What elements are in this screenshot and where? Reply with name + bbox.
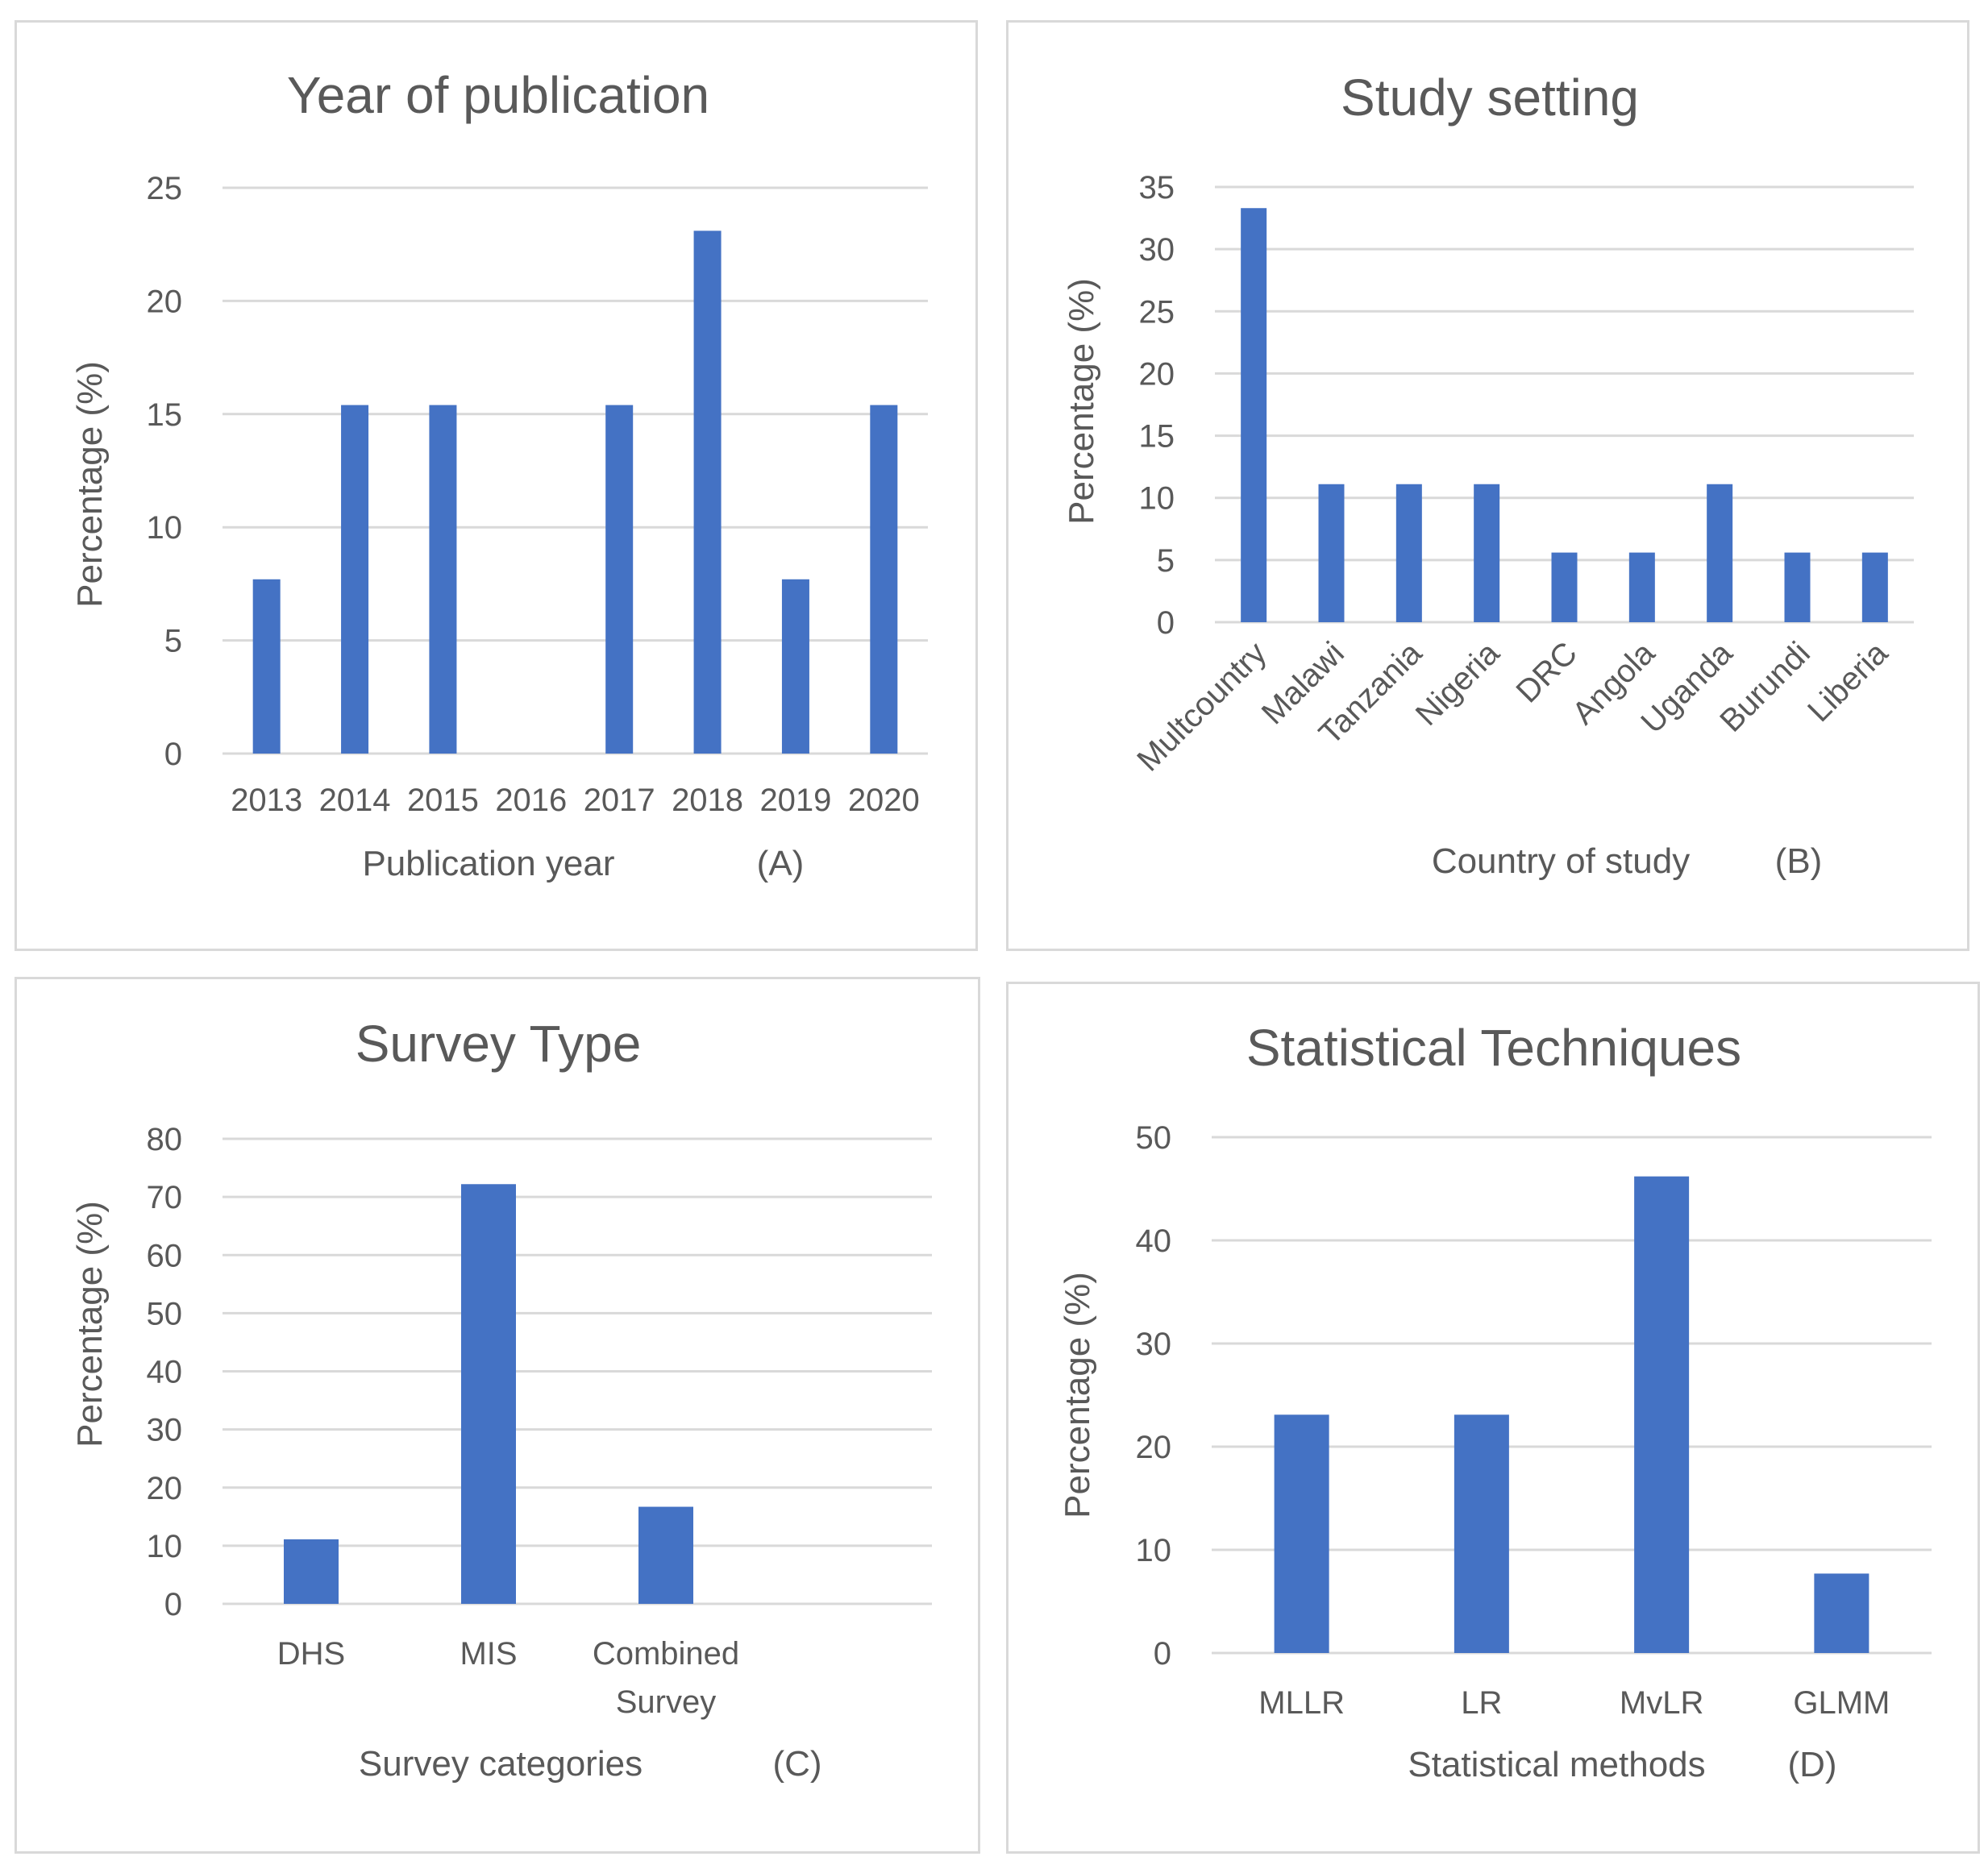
chart-c-bar (638, 1506, 693, 1604)
chart-d-x-tick-label: MLLR (1258, 1685, 1345, 1721)
chart-c-y-tick-label: 40 (147, 1355, 183, 1390)
chart-b-y-tick-label: 15 (1139, 419, 1175, 455)
chart-a-panel-label: (A) (757, 844, 805, 883)
chart-a-y-axis-label: Percentage (%) (70, 361, 110, 608)
chart-b-y-axis-label: Percentage (%) (1062, 278, 1101, 525)
chart-d-bar (1634, 1176, 1690, 1653)
chart-d-x-tick-label: GLMM (1793, 1685, 1890, 1721)
chart-b-y-tick-label: 0 (1157, 605, 1175, 641)
chart-a-svg: Year of publication 0 5 10 15 20 25 Percentage … (70, 66, 928, 883)
chart-b-y-tick-label: 10 (1139, 481, 1175, 517)
chart-d-bar (1814, 1573, 1869, 1653)
chart-c-y-tick-label: 20 (147, 1471, 183, 1506)
chart-b-x-tick-label: Liberia (1801, 635, 1895, 729)
chart-c-x-tick-line: MIS (460, 1636, 517, 1672)
chart-c-x-tick-label: DHS (277, 1636, 345, 1672)
chart-c-title: Survey Type (356, 1015, 642, 1073)
chart-a-bar (429, 405, 457, 754)
chart-c-x-axis-label: Survey categories (359, 1744, 643, 1784)
chart-c-panel-label: (C) (772, 1744, 821, 1784)
chart-d-y-tick-label: 10 (1136, 1533, 1172, 1568)
chart-b-x-tick-label: Nigeria (1409, 635, 1507, 733)
chart-d-y-axis-label: Percentage (%) (1058, 1272, 1097, 1518)
chart-d-y-tick-label: 0 (1154, 1636, 1171, 1672)
chart-a-bar (341, 405, 369, 754)
chart-d-x-axis-label: Statistical methods (1408, 1745, 1705, 1784)
chart-a-x-tick-label: 2014 (319, 783, 391, 818)
chart-a-y-tick-label: 20 (147, 284, 183, 319)
chart-panel-d: Statistical Techniques 0 10 20 30 40 50 Percent… (1006, 982, 1980, 1854)
chart-c-y-tick-label: 50 (147, 1296, 183, 1331)
chart-d-x-tick-label: MvLR (1620, 1685, 1703, 1721)
chart-b-bar (1707, 484, 1733, 622)
chart-panel-a: Year of publication 0 5 10 15 20 25 Percentage … (15, 20, 978, 951)
chart-b-title: Study setting (1341, 69, 1639, 127)
chart-b-x-axis-label: Country of study (1432, 841, 1690, 881)
chart-b-bar (1861, 552, 1888, 622)
chart-c-y-tick-label: 0 (164, 1587, 182, 1622)
chart-b-panel-label: (B) (1775, 841, 1823, 881)
chart-c-x-tick-line: Combined (593, 1636, 739, 1672)
chart-d-y-tick-label: 50 (1136, 1120, 1172, 1156)
chart-c-x-tick-label: Combined Survey (593, 1636, 739, 1720)
chart-b-bar (1241, 208, 1267, 622)
chart-a-bar (252, 579, 281, 754)
chart-d-panel-label: (D) (1787, 1745, 1836, 1784)
chart-d-x-tick-label: LR (1461, 1685, 1502, 1721)
chart-d-bar (1274, 1414, 1329, 1653)
chart-b-bar (1551, 552, 1578, 622)
chart-d-title: Statistical Techniques (1246, 1019, 1741, 1077)
chart-a-bar (605, 405, 634, 754)
chart-c-y-tick-label: 30 (147, 1413, 183, 1448)
chart-a-x-tick-label: 2015 (407, 783, 479, 818)
chart-c-x-tick-label: MIS (460, 1636, 517, 1672)
chart-b-bar (1395, 484, 1422, 622)
chart-a-y-tick-label: 15 (147, 397, 183, 433)
chart-a-x-tick-label: 2013 (231, 783, 302, 818)
chart-a-x-tick-label: 2016 (495, 783, 567, 818)
chart-d-svg: Statistical Techniques 0 10 20 30 40 50 Percent… (1058, 1019, 1932, 1784)
chart-d-bar (1454, 1414, 1509, 1653)
chart-a-x-tick-label: 2018 (672, 783, 743, 818)
chart-c-svg: Survey Type 0 10 20 30 40 50 60 70 80 Percentage (… (70, 1015, 932, 1784)
chart-panel-c: Survey Type 0 10 20 30 40 50 60 70 80 Percentage (… (15, 977, 980, 1854)
chart-a-bar (693, 231, 722, 754)
chart-b-y-tick-label: 30 (1139, 232, 1175, 268)
chart-b-bar (1474, 484, 1500, 622)
chart-b-y-tick-label: 20 (1139, 356, 1175, 392)
chart-c-y-tick-label: 10 (147, 1529, 183, 1564)
chart-a-title: Year of publication (287, 66, 709, 124)
chart-a-bar (870, 405, 898, 754)
chart-c-y-axis-label: Percentage (%) (70, 1201, 110, 1447)
chart-b-bar (1318, 484, 1345, 622)
chart-a-x-axis-label: Publication year (362, 844, 614, 883)
chart-c-bar (284, 1539, 339, 1604)
chart-a-y-tick-label: 25 (147, 171, 183, 206)
chart-d-y-tick-label: 40 (1136, 1223, 1172, 1259)
chart-a-x-tick-label: 2020 (848, 783, 920, 818)
chart-b-bar (1784, 552, 1811, 622)
chart-a-y-tick-label: 0 (164, 737, 182, 772)
chart-d-y-tick-label: 20 (1136, 1430, 1172, 1465)
chart-c-y-tick-label: 70 (147, 1180, 183, 1215)
chart-c-y-tick-label: 60 (147, 1238, 183, 1273)
chart-b-y-tick-label: 35 (1139, 170, 1175, 206)
chart-c-bar (461, 1184, 516, 1604)
chart-a-x-tick-label: 2019 (759, 783, 831, 818)
chart-b-svg: Study setting 0 5 10 15 20 25 30 35 Percentage (%… (1062, 69, 1914, 881)
chart-d-y-tick-label: 30 (1136, 1327, 1172, 1362)
chart-a-y-tick-label: 10 (147, 510, 183, 546)
chart-a-bar (781, 579, 809, 754)
chart-b-bar (1628, 552, 1655, 622)
chart-c-y-tick-label: 80 (147, 1122, 183, 1157)
chart-c-x-tick-line: DHS (277, 1636, 345, 1672)
chart-a-x-tick-label: 2017 (584, 783, 655, 818)
chart-a-y-tick-label: 5 (164, 624, 182, 659)
chart-b-y-tick-label: 25 (1139, 294, 1175, 330)
chart-b-y-tick-label: 5 (1157, 543, 1175, 579)
chart-b-x-tick-label: Multcountry (1130, 635, 1273, 778)
chart-c-x-tick-line: Survey (616, 1684, 717, 1720)
chart-panel-b: Study setting 0 5 10 15 20 25 30 35 Percentage (%… (1006, 20, 1969, 951)
